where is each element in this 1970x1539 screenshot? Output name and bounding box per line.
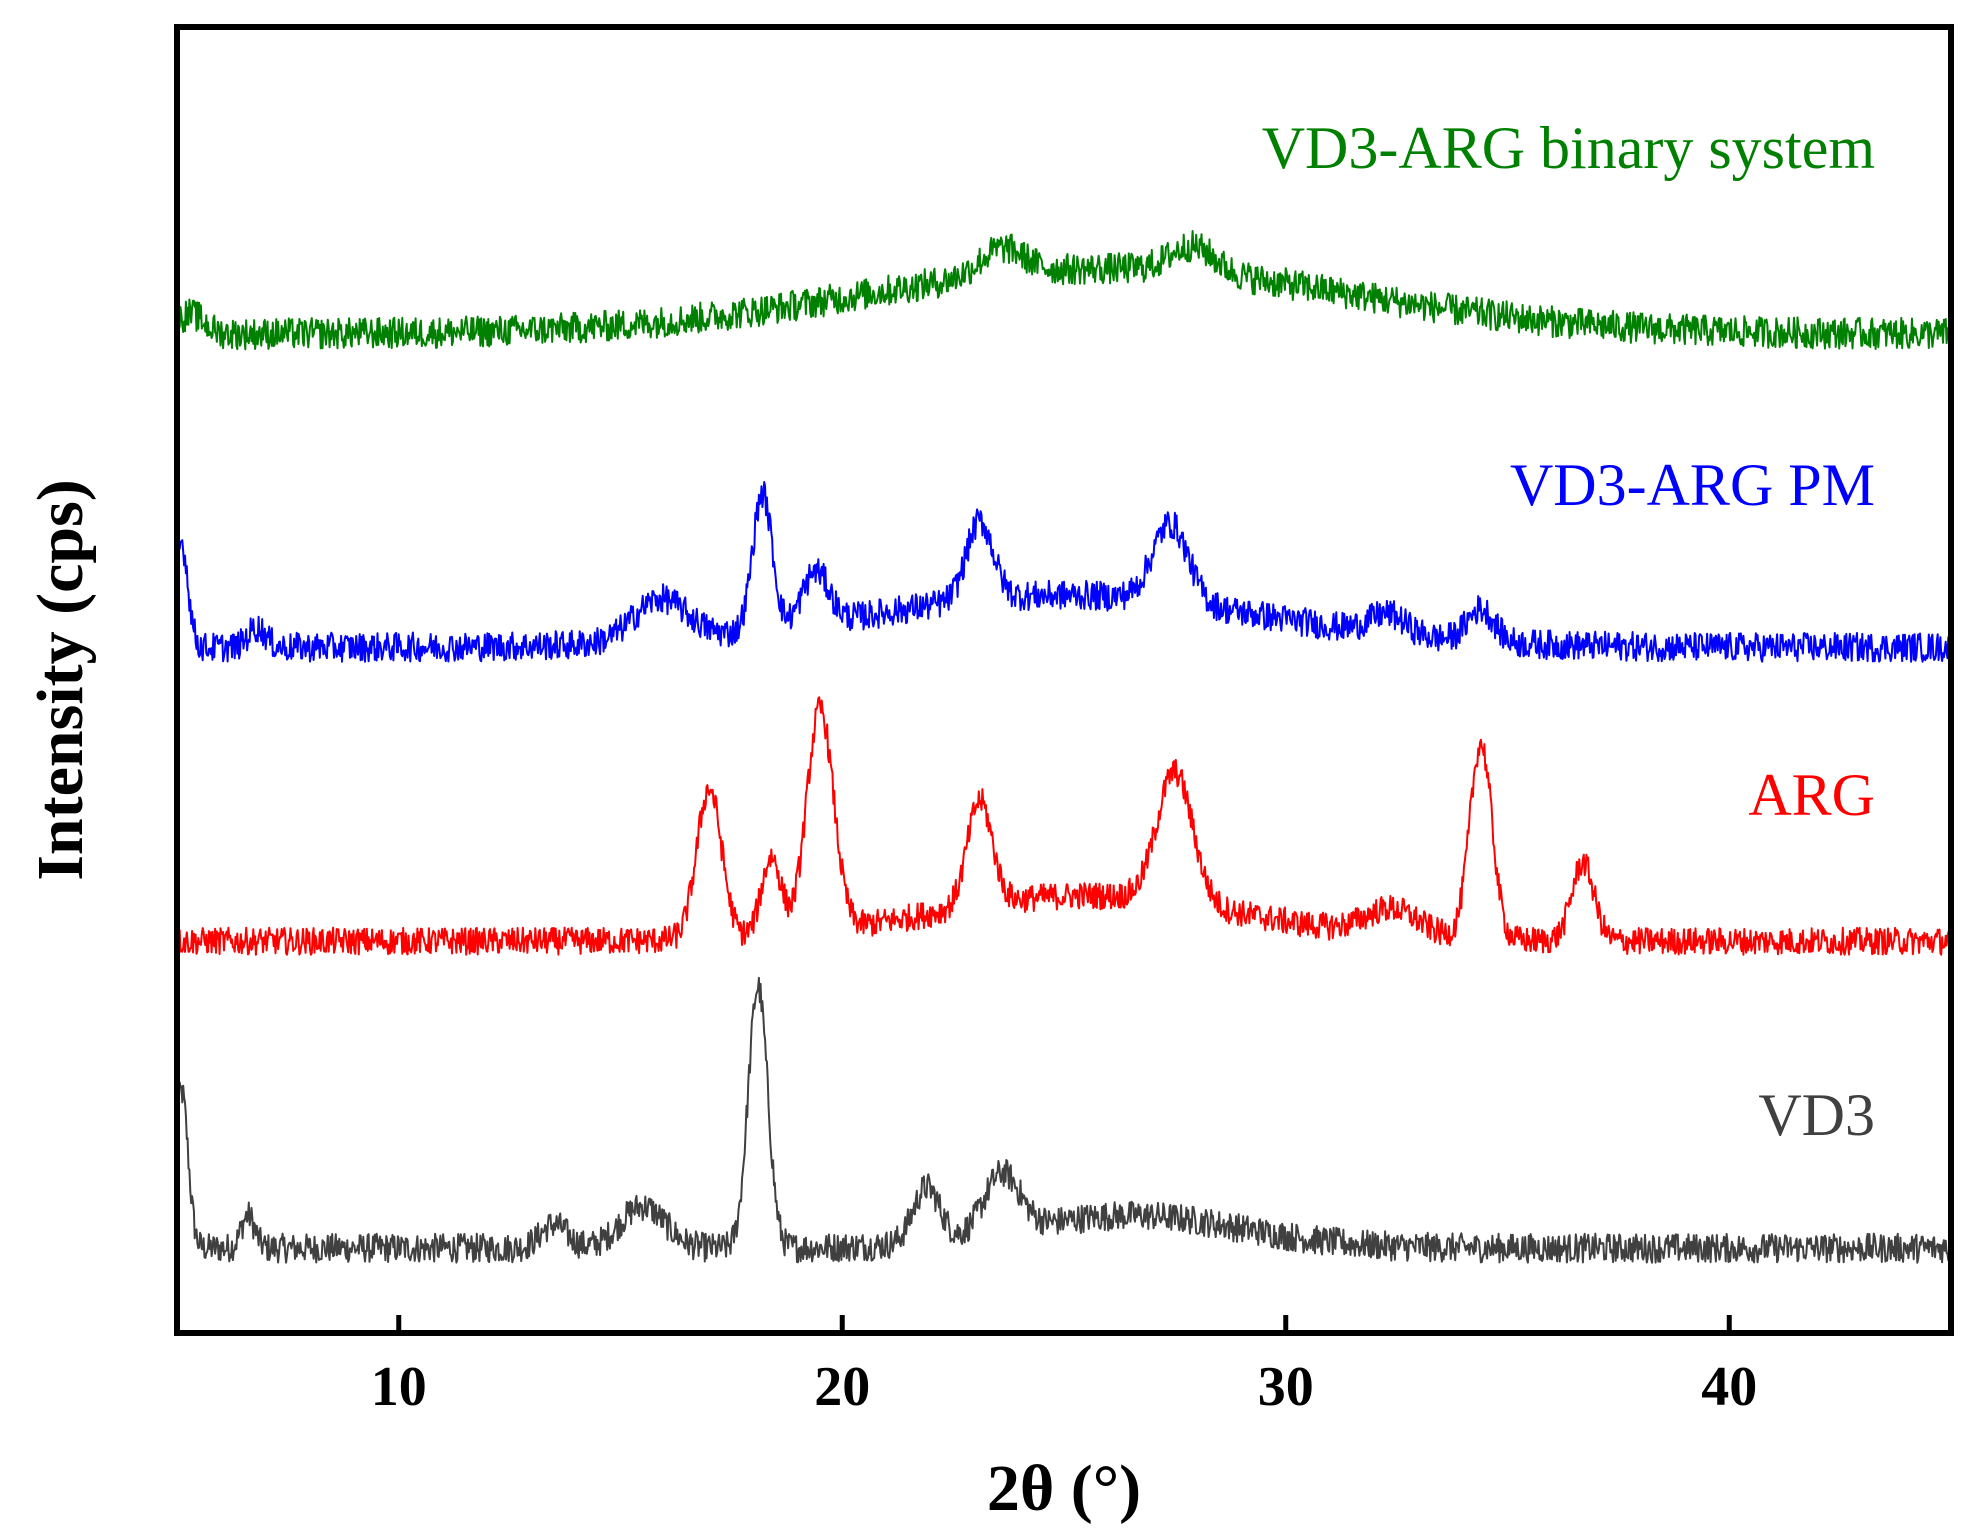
series-layer [176, 230, 1952, 1264]
x-tick-label: 10 [371, 1356, 427, 1418]
series-line-arg [176, 696, 1952, 956]
series-line-vd3 [176, 976, 1952, 1264]
series-line-vd3-arg-binary-system [176, 230, 1952, 351]
x-axis-title: 2θ (°) [987, 1452, 1141, 1525]
x-tick-label: 30 [1258, 1356, 1314, 1418]
series-label-arg: ARG [1748, 762, 1875, 828]
x-tick-label: 40 [1701, 1356, 1757, 1418]
series-label-vd3-arg-binary-system: VD3-ARG binary system [1262, 115, 1875, 181]
x-axis: 10 20 30 40 [371, 1315, 1757, 1418]
series-line-vd3-arg-pm [176, 481, 1952, 663]
series-label-vd3: VD3 [1758, 1082, 1875, 1148]
x-tick-label: 20 [814, 1356, 870, 1418]
series-labels: VD3 ARG VD3-ARG PM VD3-ARG binary system [1262, 115, 1875, 1148]
y-axis-title: Intensity (cps) [24, 479, 97, 881]
series-label-vd3-arg-pm: VD3-ARG PM [1510, 452, 1875, 518]
plot-frame [174, 24, 1954, 1336]
